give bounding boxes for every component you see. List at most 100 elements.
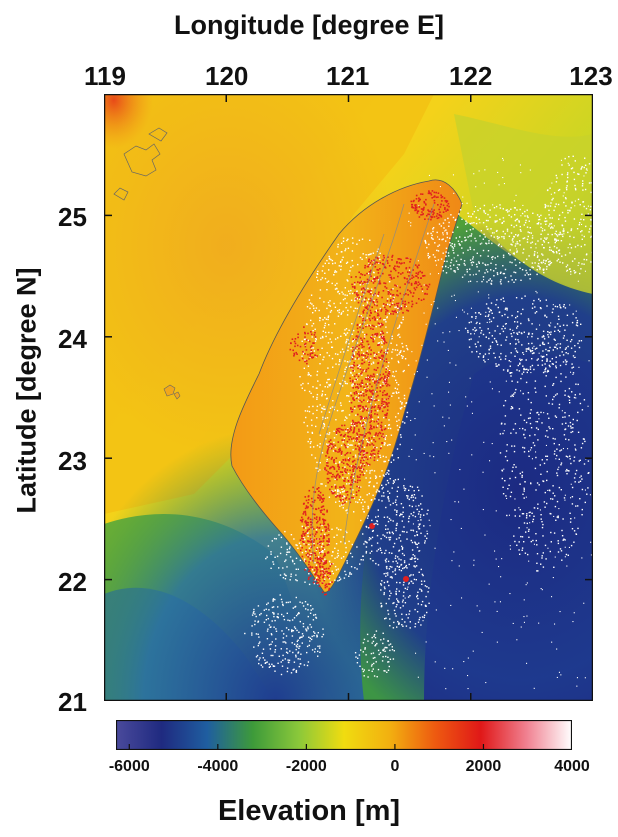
red-point [405,293,407,295]
white-point [344,466,346,468]
white-point [395,499,397,501]
white-point [545,375,547,377]
white-point [262,648,265,650]
white-point [395,615,397,617]
white-point [530,372,532,374]
red-point [302,350,304,353]
red-point [307,540,309,542]
white-point [547,331,549,333]
red-point [308,489,311,492]
white-point [568,439,570,441]
white-point [558,252,561,255]
red-point [325,455,327,457]
white-point [525,421,528,424]
white-point [562,337,565,339]
white-point [560,550,563,552]
red-point [385,368,388,370]
white-point [313,446,315,448]
white-point [516,321,519,323]
red-point [376,277,379,280]
white-point [519,208,521,211]
red-point [359,326,361,329]
white-point [531,512,533,514]
red-point [310,333,313,336]
white-point [472,650,474,652]
white-point [333,430,335,432]
red-point [336,428,338,430]
white-point [334,378,336,381]
white-point [572,313,574,315]
white-point [530,482,532,484]
white-point [338,311,340,314]
red-point [357,331,359,333]
white-point [544,206,546,209]
red-point [415,302,418,304]
white-point [513,445,516,447]
white-point [501,328,503,330]
red-point [407,257,409,259]
white-point [394,501,397,503]
white-point [289,546,291,548]
white-point [563,230,565,232]
white-point [396,354,398,356]
white-point [362,304,364,307]
red-point [392,297,395,300]
white-point [363,452,365,455]
red-point [357,479,359,482]
white-point [510,408,512,410]
white-point [375,644,377,646]
white-point [373,675,376,677]
white-point [574,271,577,273]
white-point [521,212,524,215]
white-point [511,372,513,374]
white-point [333,274,335,276]
red-point [326,544,329,546]
white-point [414,560,416,563]
red-point [359,276,361,279]
white-point [564,216,566,219]
white-point [438,238,441,240]
white-point [518,541,520,543]
red-point [310,521,313,523]
red-point [382,272,384,275]
red-point [376,334,378,337]
white-point [535,456,537,459]
red-point [379,374,381,376]
white-point [352,475,355,478]
red-point [423,298,425,301]
red-point [344,480,346,482]
white-point [370,440,373,442]
white-point [583,166,585,169]
red-point [351,410,354,413]
white-point [342,536,345,538]
red-point [344,470,346,472]
white-point [566,314,569,316]
red-point [432,210,434,213]
white-point [333,437,336,439]
white-point [335,494,337,497]
white-point [566,456,569,458]
white-point [545,260,547,262]
white-point [564,348,567,350]
white-point [559,354,561,357]
white-point [346,302,348,304]
white-point [519,515,521,517]
red-point [366,378,369,381]
white-point [407,520,410,523]
white-point [352,383,354,386]
white-point [421,590,423,592]
white-point [571,201,573,203]
red-point [424,218,426,220]
red-point [362,422,364,425]
white-point [354,358,356,360]
red-point [356,335,358,337]
white-point [397,412,399,415]
white-point [353,329,355,332]
white-point [398,569,401,571]
red-point [303,527,305,529]
red-point [313,552,316,554]
red-point [293,352,295,355]
white-point [417,260,419,262]
white-point [482,509,484,511]
white-point [578,481,580,483]
